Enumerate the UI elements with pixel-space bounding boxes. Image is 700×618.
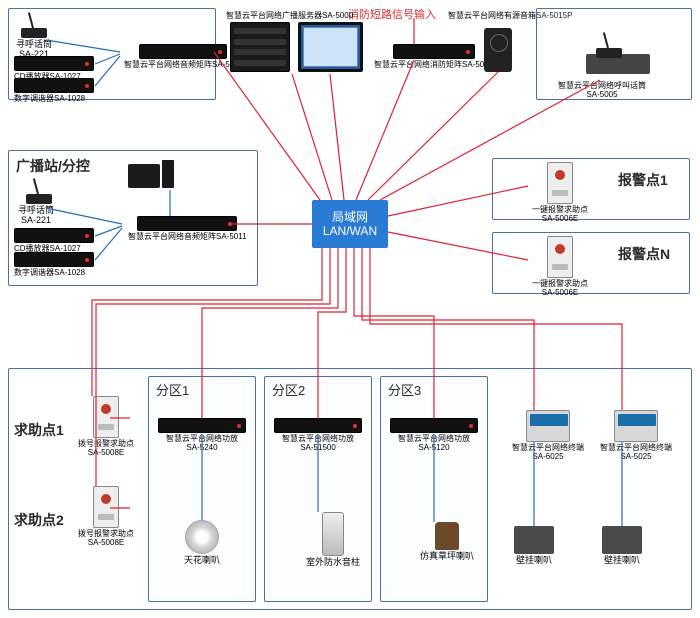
active-speaker: [484, 28, 512, 72]
label: 壁挂喇叭: [516, 556, 552, 566]
lan-hub: 局域网 LAN/WAN: [312, 200, 388, 248]
label: 数字调谐器SA-1028: [14, 269, 85, 278]
alarmN-panel: 一键报警求助点SA-5006E: [532, 236, 588, 298]
label: 智慧云平台网络终端: [512, 443, 584, 452]
lan-label-en: LAN/WAN: [323, 224, 377, 238]
zone3-title: 分区3: [388, 380, 421, 399]
lan-label-cn: 局域网: [332, 210, 368, 224]
label: SA-6025: [532, 452, 563, 461]
station-pc: [128, 160, 174, 188]
lawn-speaker: 仿真草坪喇叭: [420, 522, 474, 562]
label: SA-221: [21, 215, 51, 225]
label: 寻呼话筒: [18, 205, 54, 215]
alarmN-title: 报警点N: [618, 244, 670, 264]
zone2-amp: 智慧云平台网络功放SA-51500: [274, 418, 362, 453]
label: 室外防水音柱: [306, 558, 360, 568]
label: SA-5120: [418, 443, 449, 452]
label: 寻呼话筒: [16, 39, 52, 49]
fire-matrix: 智慧云平台网络消防矩阵SA-5010: [374, 44, 493, 70]
zone1-amp: 智慧云平台网络功放SA-5240: [158, 418, 246, 453]
column-speaker: 室外防水音柱: [306, 512, 360, 568]
label: 智慧云平台网络功放: [282, 434, 354, 443]
ceiling-speaker: 天花喇叭: [184, 520, 220, 566]
station-tuner: 数字调谐器SA-1028: [14, 252, 94, 278]
label: 智慧云平台网络终端: [600, 443, 672, 452]
label: 智慧云平台网络功放: [398, 434, 470, 443]
label: 一键报警求助点: [532, 279, 588, 288]
station-matrix: 智慧云平台网络音频矩阵SA-5011: [128, 216, 247, 242]
station-title: 广播站/分控: [16, 156, 90, 176]
audio-matrix-top: 智慧云平台网络音频矩阵SA-5011: [124, 44, 243, 70]
label: 智慧云平台网络呼叫话筒SA-5005: [558, 82, 646, 100]
label: 仿真草坪喇叭: [420, 552, 474, 562]
zone2-box: [264, 376, 372, 602]
zone3-amp: 智慧云平台网络功放SA-5120: [390, 418, 478, 453]
server-rack: [230, 22, 290, 72]
tuner-top: 数字调谐器SA-1028: [14, 78, 94, 104]
label: 智慧云平台网络功放: [166, 434, 238, 443]
label: SA-5006E: [542, 214, 578, 223]
call-mic: [586, 18, 650, 74]
help1-title: 求助点1: [14, 420, 64, 440]
label: SA-51500: [300, 443, 336, 452]
zone2-title: 分区2: [272, 380, 305, 399]
label: 拨号报警求助点: [78, 439, 134, 448]
label: 数字调谐器SA-1028: [14, 95, 85, 104]
terminal-1: 智慧云平台网络终端SA-6025: [512, 410, 584, 462]
server-screen: [298, 22, 363, 72]
wall-speaker-2: 壁挂喇叭: [602, 526, 642, 566]
fire-signal-note: 消防短路信号输入: [348, 6, 436, 22]
label: 一键报警求助点: [532, 205, 588, 214]
label: SA-5006E: [542, 288, 578, 297]
help2-panel: 拨号报警求助点SA-5008E: [78, 486, 134, 548]
label: SA-5008E: [88, 538, 124, 547]
label: 智慧云平台网络音频矩阵SA-5011: [128, 233, 247, 242]
label: 智慧云平台网络广播服务器SA-5000: [226, 10, 353, 21]
alarm1-title: 报警点1: [618, 170, 668, 190]
label: SA-5008E: [88, 448, 124, 457]
label: 智慧云平台网络消防矩阵SA-5010: [374, 61, 493, 70]
station-cd: CD播放器SA-1027: [14, 228, 94, 254]
label: SA-5025: [620, 452, 651, 461]
zone1-title: 分区1: [156, 380, 189, 399]
zone1-box: [148, 376, 256, 602]
wall-speaker-1: 壁挂喇叭: [514, 526, 554, 566]
alarm1-panel: 一键报警求助点SA-5006E: [532, 162, 588, 224]
label: 天花喇叭: [184, 556, 220, 566]
label: 智慧云平台网络音频矩阵SA-5011: [124, 61, 243, 70]
zone3-box: [380, 376, 488, 602]
label: 壁挂喇叭: [604, 556, 640, 566]
help2-title: 求助点2: [14, 510, 64, 530]
terminal-2: 智慧云平台网络终端SA-5025: [600, 410, 672, 462]
help1-panel: 拨号报警求助点SA-5008E: [78, 396, 134, 458]
mic-sa221-top: 寻呼话筒SA-221: [16, 12, 52, 60]
label: SA-5240: [186, 443, 217, 452]
label: 拨号报警求助点: [78, 529, 134, 538]
station-mic: 寻呼话筒SA-221: [18, 182, 54, 226]
